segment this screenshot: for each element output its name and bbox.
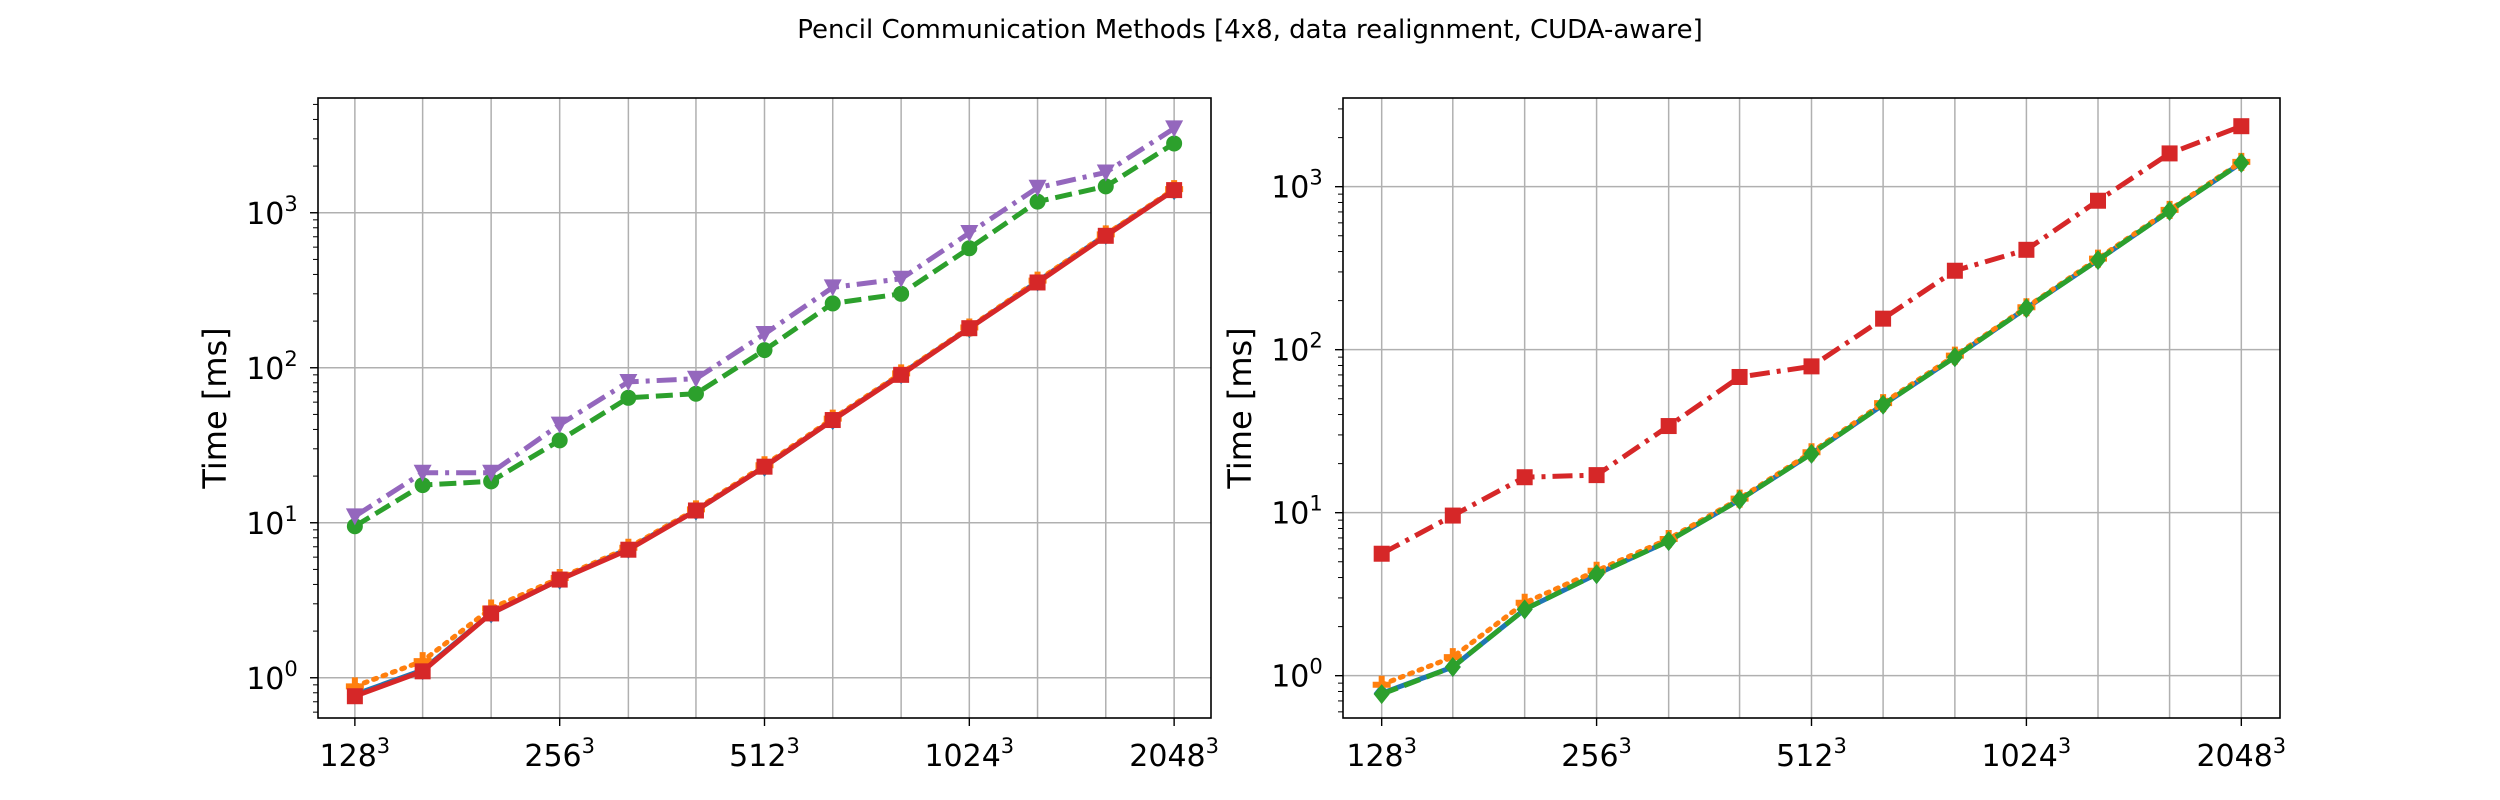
data-point	[686, 370, 705, 388]
data-point	[1588, 564, 1605, 585]
data-point	[961, 320, 978, 337]
data-point	[1097, 227, 1114, 244]
x-tick-label: 10243	[1982, 734, 2072, 774]
data-point	[1875, 310, 1892, 327]
data-point	[1029, 274, 1046, 291]
data-point	[620, 541, 637, 558]
data-point	[1803, 443, 1820, 464]
data-point	[1029, 193, 1046, 210]
data-point	[2018, 298, 2035, 319]
y-tick-label: 103	[246, 192, 298, 232]
data-point	[346, 688, 363, 705]
data-point	[1373, 545, 1390, 562]
y-tick-label: 102	[1271, 329, 1323, 369]
data-point	[960, 225, 979, 243]
data-point	[1444, 657, 1461, 678]
x-tick-label: 20483	[1129, 734, 1219, 774]
data-point	[1516, 599, 1533, 620]
data-point	[1875, 394, 1892, 415]
x-tick-label: 1283	[320, 734, 391, 774]
data-point	[1588, 467, 1605, 484]
figure-title: Pencil Communication Methods [4x8, data …	[797, 15, 1702, 45]
data-point	[1660, 531, 1677, 552]
y-tick-label: 101	[1271, 492, 1323, 532]
data-point	[892, 270, 911, 288]
data-point	[1444, 507, 1461, 524]
data-point	[482, 464, 501, 482]
subplot-left: 1283 2563 5123 10243 20483 100 101 102 103 Time […	[196, 97, 1219, 774]
data-point	[413, 652, 432, 671]
data-point	[414, 663, 431, 680]
data-point	[893, 285, 910, 302]
data-point	[1660, 418, 1677, 435]
y-tick-label: 101	[246, 502, 298, 542]
x-tick-label: 10243	[924, 734, 1014, 774]
data-point	[414, 477, 431, 494]
data-point	[2233, 118, 2250, 135]
y-tick-label: 103	[1271, 166, 1323, 206]
data-point	[823, 279, 842, 297]
data-point	[1097, 178, 1114, 195]
data-point	[1803, 358, 1820, 375]
data-point	[1373, 684, 1390, 705]
data-point	[346, 518, 363, 535]
data-point	[2161, 200, 2178, 221]
data-point	[550, 416, 569, 434]
data-point	[1516, 469, 1533, 486]
data-point	[756, 342, 773, 359]
data-point	[2018, 241, 2035, 258]
data-point	[2233, 152, 2250, 173]
data-point	[2161, 145, 2178, 162]
data-point	[1096, 164, 1115, 182]
data-point	[1946, 347, 1963, 368]
data-point	[755, 326, 774, 344]
x-tick-label: 5123	[1776, 734, 1847, 774]
data-point	[824, 412, 841, 429]
subplot-right: 1283 2563 5123 10243 20483 100 101 102 103 Time […	[1221, 97, 2286, 774]
data-point	[551, 432, 568, 449]
data-point	[345, 677, 364, 696]
x-tick-label: 1283	[1346, 734, 1417, 774]
data-point	[893, 366, 910, 383]
data-point	[1731, 368, 1748, 385]
data-point	[1166, 135, 1183, 152]
data-point	[413, 464, 432, 482]
data-point	[756, 458, 773, 475]
data-point	[687, 385, 704, 402]
data-point	[1028, 179, 1047, 197]
data-point	[1166, 182, 1183, 199]
x-tick-label: 2563	[524, 734, 595, 774]
y-axis-label: Time [ms]	[1221, 327, 1259, 489]
y-tick-label: 100	[1271, 655, 1323, 695]
data-point	[1731, 489, 1748, 510]
data-point	[620, 389, 637, 406]
data-point	[483, 605, 500, 622]
y-tick-label: 102	[246, 347, 298, 387]
data-point	[2090, 192, 2107, 209]
x-tick-label: 5123	[729, 734, 800, 774]
data-point	[619, 373, 638, 391]
y-axis-label: Time [ms]	[196, 327, 234, 489]
x-tick-label: 20483	[2196, 734, 2286, 774]
data-point	[961, 240, 978, 257]
data-point	[687, 502, 704, 519]
data-point	[345, 508, 364, 526]
data-point	[824, 295, 841, 312]
x-tick-label: 2563	[1561, 734, 1632, 774]
data-point	[1165, 120, 1184, 138]
data-point	[1946, 262, 1963, 279]
data-point	[551, 571, 568, 588]
data-point	[2090, 249, 2107, 270]
y-tick-label: 100	[246, 657, 298, 697]
